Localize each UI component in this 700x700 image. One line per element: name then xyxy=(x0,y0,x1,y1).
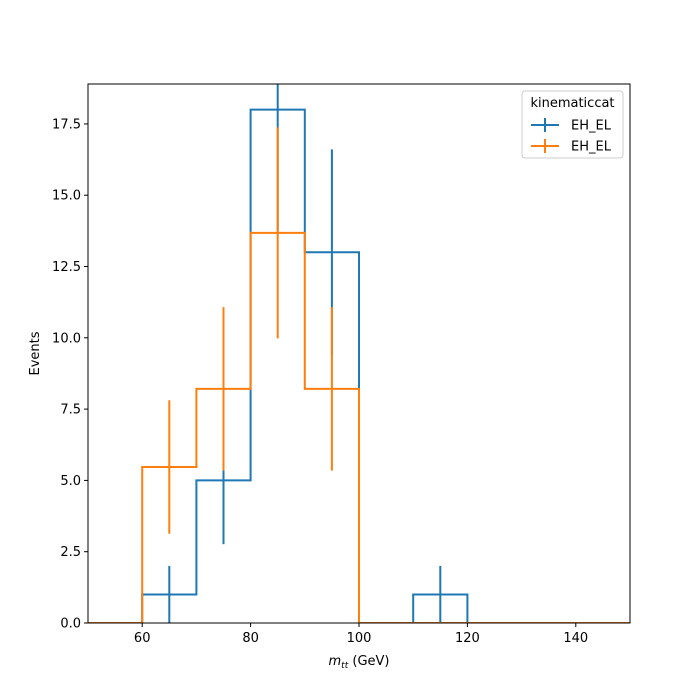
y-axis-label: Events xyxy=(28,331,43,375)
legend-label-2: EH_EL xyxy=(571,140,612,155)
legend-handle-1 xyxy=(531,118,559,132)
series-2 xyxy=(88,127,630,623)
y-tick-label: 17.5 xyxy=(52,117,81,132)
y-tick-label: 0.0 xyxy=(60,617,81,632)
x-axis-label-symbol: m xyxy=(329,654,342,669)
legend: kinematiccat EH_EL EH_EL xyxy=(521,90,624,159)
y-tick-label: 10.0 xyxy=(52,331,81,346)
legend-title: kinematiccat xyxy=(530,96,614,111)
x-axis-label-unit: (GeV) xyxy=(348,654,389,669)
x-tick-label: 100 xyxy=(347,631,372,646)
y-tick-label: 12.5 xyxy=(52,260,81,275)
x-tick-label: 120 xyxy=(455,631,480,646)
x-tick-label: 140 xyxy=(563,631,588,646)
x-tick-label: 60 xyxy=(134,631,151,646)
plot-area xyxy=(88,84,630,623)
x-tick-label: 80 xyxy=(242,631,259,646)
y-tick-label: 2.5 xyxy=(60,545,81,560)
y-tick-label: 15.0 xyxy=(52,189,81,204)
axes: 60 80 100 120 140 0.0 2.5 5.0 7.5 10.0 12.5 15.0 17.… xyxy=(28,83,631,671)
series-group xyxy=(88,84,630,623)
x-axis-label: mtt (GeV) xyxy=(329,654,390,671)
y-tick-label: 7.5 xyxy=(60,403,81,418)
legend-box xyxy=(521,90,624,159)
legend-handle-2 xyxy=(531,139,559,153)
x-axis-label-subscript: tt xyxy=(341,661,349,671)
legend-label-1: EH_EL xyxy=(571,119,612,134)
y-tick-label: 5.0 xyxy=(60,474,81,489)
